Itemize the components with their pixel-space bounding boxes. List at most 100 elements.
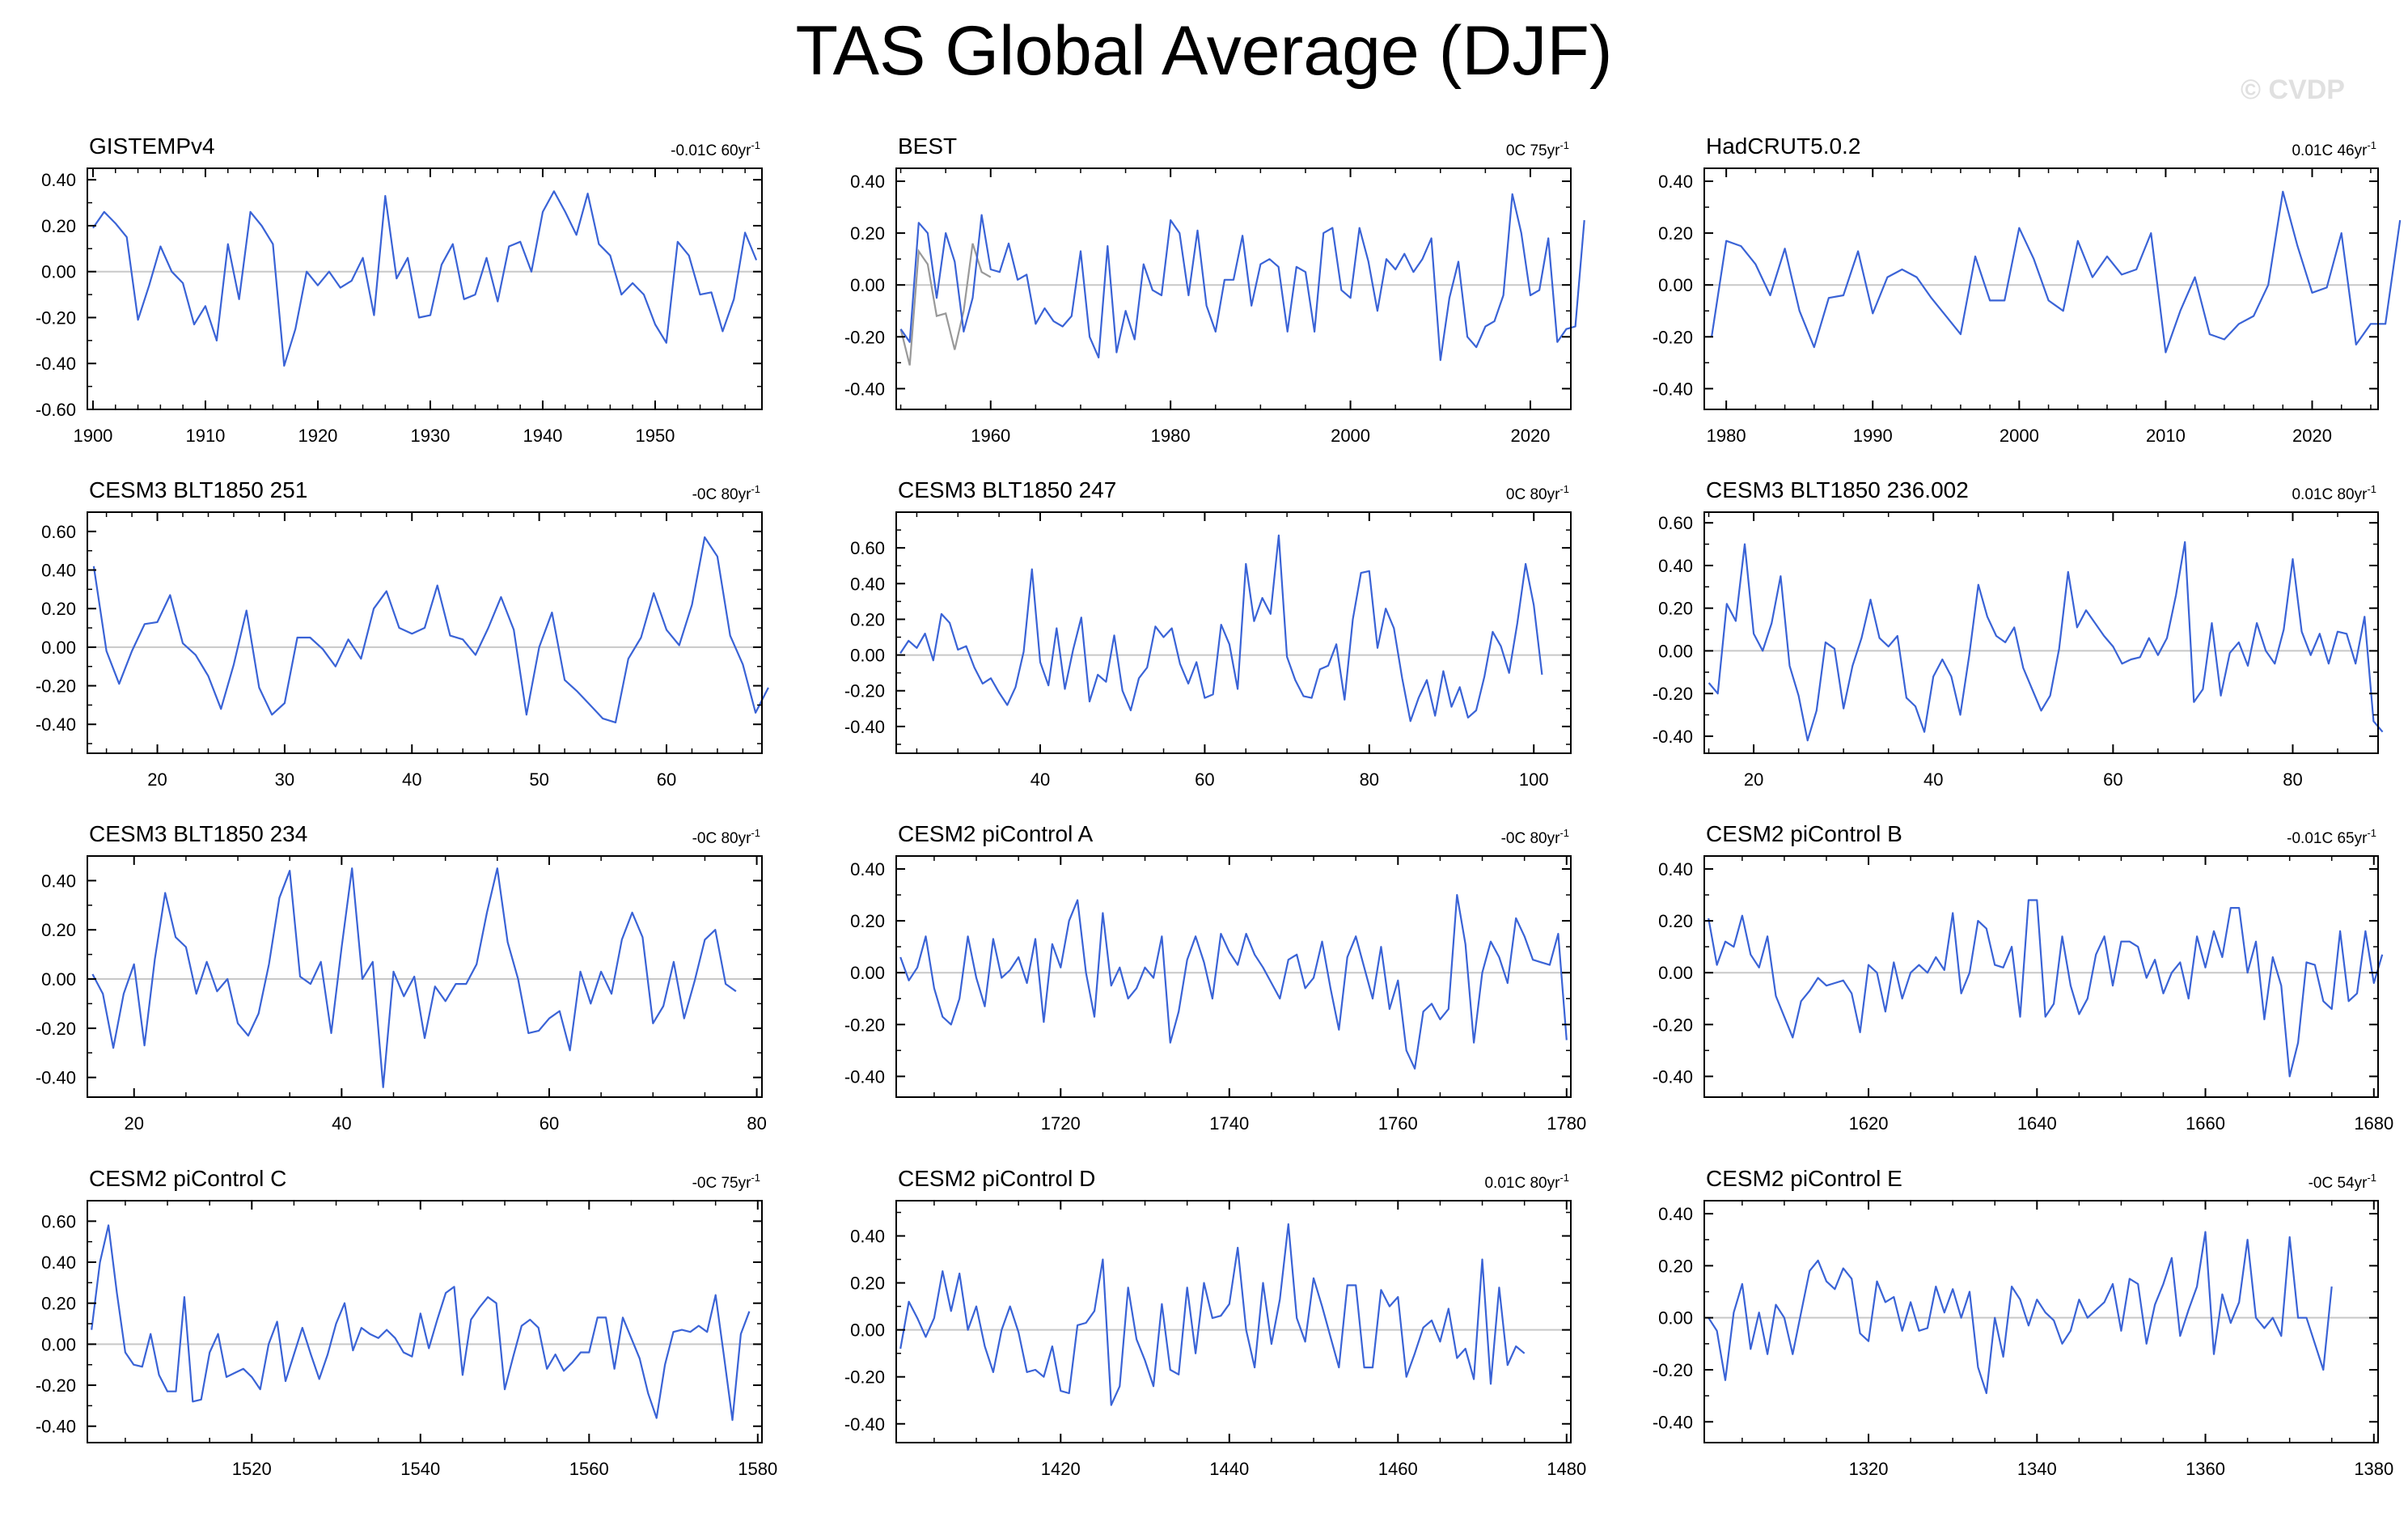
series-line xyxy=(899,893,1568,1070)
secondary-series-line xyxy=(899,243,992,366)
chart-panel: CESM3 BLT1850 236.002 0.01C 80yr-1 -0.40 -0… xyxy=(1653,477,2384,790)
y-tick-label: 0.20 xyxy=(41,216,76,236)
y-tick-label: 0.00 xyxy=(1658,1308,1693,1329)
y-tick-label: 0.40 xyxy=(41,170,76,190)
series-line xyxy=(1708,1231,2333,1395)
plot-frame xyxy=(87,855,763,1098)
series-line xyxy=(91,1224,751,1422)
panel-title: CESM2 piControl D xyxy=(898,1166,1095,1191)
x-tick-label: 2000 xyxy=(1331,426,1370,446)
chart-panel: BEST 0C 75yr-1 -0.40 -0.20 0.00 0.20 0.40 1960 1… xyxy=(844,134,1585,446)
series-line xyxy=(899,193,1585,362)
plot-frame xyxy=(895,167,1572,410)
y-tick-label: 0.60 xyxy=(1658,513,1693,533)
trend-label: -0.01C 65yr-1 xyxy=(2287,827,2376,847)
y-tick-label: 0.60 xyxy=(41,1211,76,1231)
x-tick-label: 1420 xyxy=(1041,1459,1081,1479)
y-tick-label: 0.60 xyxy=(850,538,885,558)
series-line xyxy=(1708,899,2384,1078)
panel-title: CESM3 BLT1850 247 xyxy=(898,477,1116,502)
y-tick-label: 0.00 xyxy=(1658,641,1693,661)
y-tick-label: -0.20 xyxy=(1653,1015,1693,1035)
y-tick-label: 0.00 xyxy=(41,638,76,658)
x-tick-label: 40 xyxy=(332,1113,351,1134)
chart-panel: CESM2 piControl C -0C 75yr-1 -0.40 -0.20 0.0… xyxy=(36,1166,777,1479)
panel-title: CESM3 BLT1850 234 xyxy=(89,821,307,846)
trend-superscript: -1 xyxy=(1559,139,1569,151)
series-line xyxy=(92,536,769,724)
y-tick-label: -0.20 xyxy=(844,1367,885,1388)
trend-label: 0C 75yr-1 xyxy=(1506,139,1569,159)
y-tick-label: -0.60 xyxy=(36,400,76,420)
series-line xyxy=(91,867,737,1088)
trend-label: -0C 80yr-1 xyxy=(1501,827,1569,847)
y-tick-label: 0.40 xyxy=(1658,859,1693,879)
trend-superscript: -1 xyxy=(1559,1172,1569,1184)
trend-superscript: -1 xyxy=(2367,1172,2376,1184)
x-tick-label: 80 xyxy=(1360,769,1379,790)
plot-frame xyxy=(87,1200,763,1443)
x-tick-label: 1480 xyxy=(1547,1459,1586,1479)
y-tick-label: 0.20 xyxy=(1658,223,1693,244)
panel-title: CESM2 piControl E xyxy=(1706,1166,1902,1191)
chart-panel: CESM3 BLT1850 247 0C 80yr-1 -0.40 -0.20 0.00… xyxy=(844,477,1572,790)
y-tick-label: 0.20 xyxy=(1658,911,1693,931)
x-tick-label: 1380 xyxy=(2354,1459,2393,1479)
trend-superscript: -1 xyxy=(2367,827,2376,839)
y-tick-label: 0.40 xyxy=(1658,556,1693,576)
trend-label: -0C 54yr-1 xyxy=(2309,1172,2376,1192)
x-tick-label: 30 xyxy=(275,769,294,790)
trend-label: 0C 80yr-1 xyxy=(1506,483,1569,503)
x-tick-label: 1950 xyxy=(635,426,675,446)
y-tick-label: 0.00 xyxy=(850,1320,885,1341)
trend-superscript: -1 xyxy=(751,139,760,151)
plot-frame xyxy=(1703,855,2379,1098)
y-tick-label: 0.20 xyxy=(1658,599,1693,619)
y-tick-label: 0.20 xyxy=(850,609,885,629)
y-tick-label: -0.20 xyxy=(1653,684,1693,704)
y-tick-label: -0.40 xyxy=(1653,727,1693,747)
x-tick-label: 80 xyxy=(2283,769,2302,790)
x-tick-label: 80 xyxy=(747,1113,766,1134)
y-tick-label: -0.40 xyxy=(844,1066,885,1087)
x-tick-label: 1720 xyxy=(1041,1113,1081,1134)
trend-label: -0C 80yr-1 xyxy=(692,483,760,503)
x-tick-label: 50 xyxy=(529,769,548,790)
x-tick-label: 2020 xyxy=(1510,426,1550,446)
y-tick-label: 0.40 xyxy=(41,1252,76,1273)
chart-panel: HadCRUT5.0.2 0.01C 46yr-1 -0.40 -0.20 0.00 0.… xyxy=(1653,134,2402,446)
x-tick-label: 100 xyxy=(1519,769,1549,790)
plot-frame xyxy=(895,1200,1572,1443)
trend-label: 0.01C 46yr-1 xyxy=(2292,139,2376,159)
trend-label: 0.01C 80yr-1 xyxy=(1484,1172,1569,1192)
plot-frame xyxy=(1703,511,2379,754)
y-tick-label: -0.20 xyxy=(36,1375,76,1396)
x-tick-label: 1960 xyxy=(971,426,1010,446)
figure-title: TAS Global Average (DJF) xyxy=(795,12,1613,90)
x-tick-label: 1910 xyxy=(185,426,225,446)
x-tick-label: 1760 xyxy=(1378,1113,1418,1134)
x-tick-label: 1520 xyxy=(232,1459,272,1479)
y-tick-label: -0.40 xyxy=(1653,379,1693,399)
x-tick-label: 1980 xyxy=(1151,426,1191,446)
x-tick-label: 1930 xyxy=(410,426,450,446)
y-tick-label: 0.20 xyxy=(41,920,76,940)
trend-superscript: -1 xyxy=(751,827,760,839)
plot-frame xyxy=(895,511,1572,754)
y-tick-label: 0.00 xyxy=(41,262,76,282)
watermark: © CVDP xyxy=(2241,74,2345,105)
y-tick-label: 0.00 xyxy=(850,275,885,295)
series-line xyxy=(1708,540,2384,742)
panel-title: CESM2 piControl B xyxy=(1706,821,1902,846)
panel-title: CESM3 BLT1850 251 xyxy=(89,477,307,502)
y-tick-label: 0.40 xyxy=(850,859,885,879)
trend-label: -0C 75yr-1 xyxy=(692,1172,760,1192)
trend-superscript: -1 xyxy=(751,483,760,495)
y-tick-label: 0.20 xyxy=(850,911,885,931)
series-line xyxy=(1711,190,2402,354)
x-tick-label: 1540 xyxy=(400,1459,440,1479)
panel-title: BEST xyxy=(898,134,957,159)
x-tick-label: 1660 xyxy=(2186,1113,2225,1134)
y-tick-label: -0.20 xyxy=(844,681,885,701)
